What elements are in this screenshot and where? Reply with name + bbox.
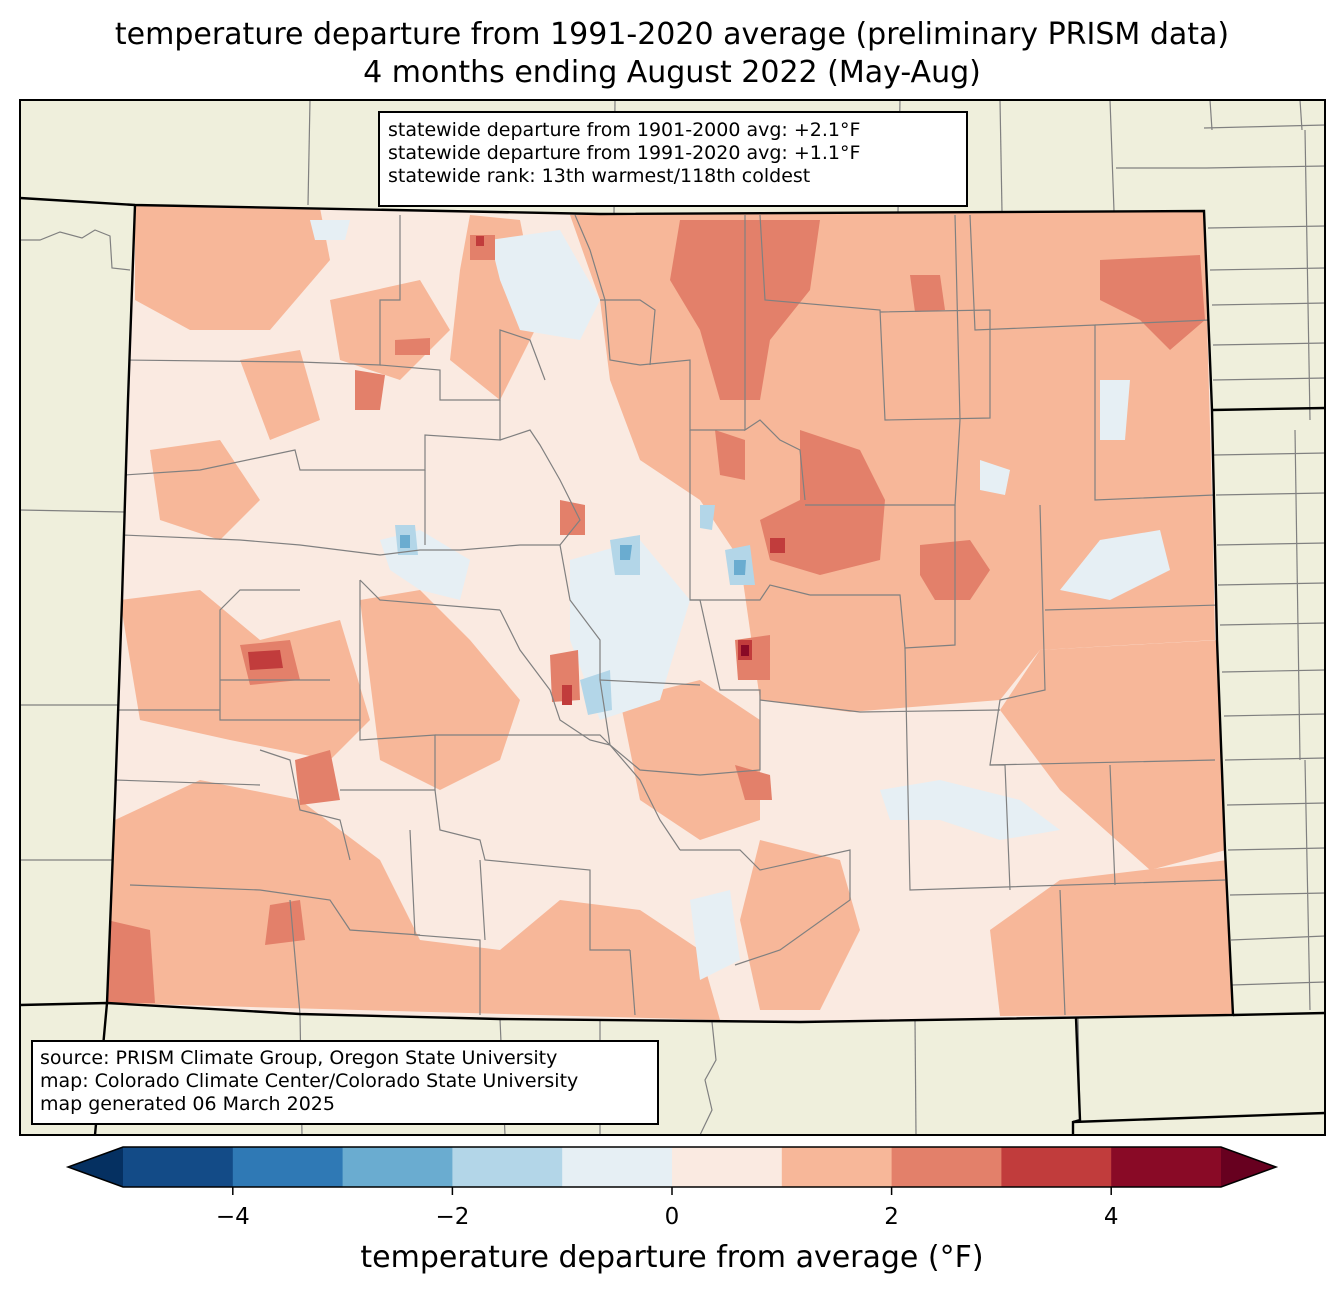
colorbar-tick-label: −4: [215, 1204, 250, 1230]
source-box: source: PRISM Climate Group, Oregon Stat…: [31, 1040, 659, 1125]
colorbar-tick-label: 4: [1103, 1204, 1119, 1230]
generated-date-line: map generated 06 March 2025: [40, 1093, 335, 1115]
statewide-stats-box: statewide departure from 1901-2000 avg: …: [378, 111, 968, 207]
colorbar-bin: [452, 1147, 563, 1187]
colorbar-outline: [65, 1146, 1279, 1188]
colorbar-bin: [891, 1147, 1002, 1187]
state-borders: [20, 196, 1325, 1135]
colorbar-bin: [123, 1147, 234, 1187]
colorbar-label: temperature departure from average (°F): [360, 1240, 984, 1275]
colorbar-tick-label: 2: [884, 1204, 899, 1230]
colorbar-tick-label: −2: [435, 1204, 470, 1230]
colorbar-tick-label: 0: [664, 1204, 680, 1230]
colorbar-bin: [1001, 1147, 1112, 1187]
colorbar-bin: [1111, 1147, 1222, 1187]
colorbar-bin: [562, 1147, 673, 1187]
stats-departure-1901: statewide departure from 1901-2000 avg: …: [388, 119, 861, 141]
county-lines: [114, 214, 1226, 1016]
stats-rank: statewide rank: 13th warmest/118th colde…: [388, 165, 811, 187]
colorbar: [65, 1146, 1279, 1195]
map-frame: [19, 99, 1326, 1136]
source-line: source: PRISM Climate Group, Oregon Stat…: [40, 1047, 558, 1069]
colorbar-bin: [232, 1147, 344, 1187]
temperature-field: [107, 205, 1233, 1022]
colorbar-under-arrow: [68, 1147, 123, 1187]
stats-departure-1991: statewide departure from 1991-2020 avg: …: [388, 142, 861, 164]
map-credit-line: map: Colorado Climate Center/Colorado St…: [40, 1070, 579, 1092]
map-subtitle: 4 months ending August 2022 (May-Aug): [363, 55, 981, 90]
colorbar-bin: [342, 1147, 453, 1187]
colorbar-bin: [672, 1147, 783, 1187]
colorbar-bin: [781, 1147, 893, 1187]
colorbar-over-arrow: [1221, 1147, 1276, 1187]
map-title: temperature departure from 1991-2020 ave…: [114, 17, 1230, 52]
